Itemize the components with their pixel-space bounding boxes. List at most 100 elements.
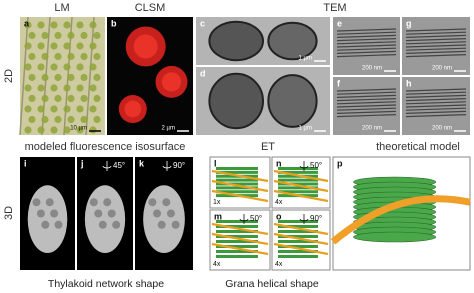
chloroplast	[63, 63, 71, 71]
rotation-icon	[102, 161, 112, 171]
membrane	[336, 94, 397, 98]
isosurface-detail	[166, 209, 175, 218]
panel: l 1x	[209, 156, 271, 209]
chloroplast	[54, 115, 62, 124]
scale-label: 10 µm	[70, 126, 87, 132]
thylakoid	[278, 190, 318, 194]
isosurface-detail	[89, 198, 98, 207]
cell-wall	[19, 16, 29, 136]
panel: n 50° 4x	[271, 156, 331, 209]
scale-label: 1 µm	[299, 126, 312, 132]
isosurface-detail	[171, 220, 180, 229]
chloroplast	[63, 42, 71, 50]
stroma-lamella	[273, 242, 329, 256]
isosurface	[27, 185, 68, 254]
chloroplast	[54, 73, 62, 82]
chloroplast	[28, 94, 36, 103]
isosurface-detail	[107, 209, 116, 218]
chloroplast	[24, 42, 32, 50]
chloroplast	[41, 94, 49, 103]
chloroplast	[67, 115, 75, 124]
thylakoid	[216, 190, 258, 194]
panel-letter: l	[214, 158, 217, 168]
stroma-lamella	[273, 232, 329, 246]
panel: a 10 µm	[19, 16, 105, 136]
magnification-label: 4x	[275, 261, 283, 268]
chloroplast	[76, 21, 84, 29]
membrane	[405, 38, 467, 42]
chloroplast	[67, 94, 75, 103]
chloroplast	[28, 52, 36, 61]
scale-label: 2 µm	[162, 126, 175, 132]
thylakoid	[216, 170, 258, 174]
chloroplast	[24, 63, 32, 71]
panel: o 90° 4x	[271, 209, 331, 271]
isosurface-detail	[94, 209, 103, 218]
scale-label: 1 µm	[299, 56, 312, 62]
chloroplast	[50, 63, 58, 71]
panel-letter: o	[276, 211, 282, 221]
chloroplast	[37, 21, 45, 29]
membrane	[405, 50, 467, 54]
thylakoid	[216, 245, 258, 248]
chloroplast	[63, 126, 71, 134]
rotation-label: 50°	[310, 161, 322, 170]
thylakoid	[216, 167, 258, 170]
chloroplast	[50, 84, 58, 92]
isosurface	[84, 185, 126, 254]
isosurface-detail	[153, 209, 162, 218]
chloroplast	[76, 105, 84, 113]
panel: i	[20, 157, 75, 270]
thylakoid	[278, 182, 318, 186]
chloroplast	[76, 126, 84, 134]
caption: Thylakoid network shape	[48, 278, 164, 290]
chloroplast	[76, 63, 84, 71]
chloroplast	[89, 42, 97, 50]
thylakoid	[216, 230, 258, 233]
membrane	[336, 31, 397, 35]
magnification-label: 1x	[213, 199, 221, 206]
membrane	[405, 88, 467, 92]
chloroplast	[24, 105, 32, 113]
caption: Grana helical shape	[225, 278, 319, 290]
panel: p	[330, 156, 471, 271]
scale-label: 200 nm	[362, 126, 382, 132]
membrane	[336, 47, 397, 51]
panel: c 1 µm	[196, 17, 330, 65]
chloroplast	[208, 20, 264, 62]
chloroplast	[28, 115, 36, 124]
isosurface-detail	[50, 209, 59, 218]
chloroplast	[80, 73, 88, 82]
column-label: modeled fluorescence isosurface	[25, 141, 186, 153]
chloroplast	[93, 73, 101, 82]
chloroplast	[54, 94, 62, 103]
panel: f 200 nm	[333, 77, 400, 135]
chloroplast	[37, 105, 45, 113]
thylakoid	[278, 245, 318, 248]
chloroplast	[28, 31, 36, 40]
rotation-icon	[299, 214, 309, 224]
scale-label: 200 nm	[432, 126, 452, 132]
chloroplast	[267, 74, 318, 128]
isosurface-detail	[112, 220, 121, 229]
membrane	[336, 98, 397, 102]
panel: d 1 µm	[196, 67, 330, 135]
thylakoid	[216, 225, 258, 228]
thylakoid	[278, 230, 318, 233]
panel-letter: f	[337, 78, 341, 88]
chloroplast	[41, 31, 49, 40]
membrane	[336, 44, 397, 48]
membrane	[405, 101, 467, 105]
chloroplast	[76, 84, 84, 92]
chloroplast	[50, 21, 58, 29]
membrane	[405, 94, 467, 98]
chloroplast	[67, 73, 75, 82]
membrane	[405, 54, 467, 58]
rotation-icon	[299, 161, 309, 171]
chloroplast	[89, 105, 97, 113]
panel-letter: d	[200, 68, 206, 78]
membrane	[336, 50, 397, 54]
rotation-label: 45°	[113, 161, 125, 170]
isosurface-detail	[103, 198, 112, 207]
chloroplast-core	[133, 34, 158, 59]
